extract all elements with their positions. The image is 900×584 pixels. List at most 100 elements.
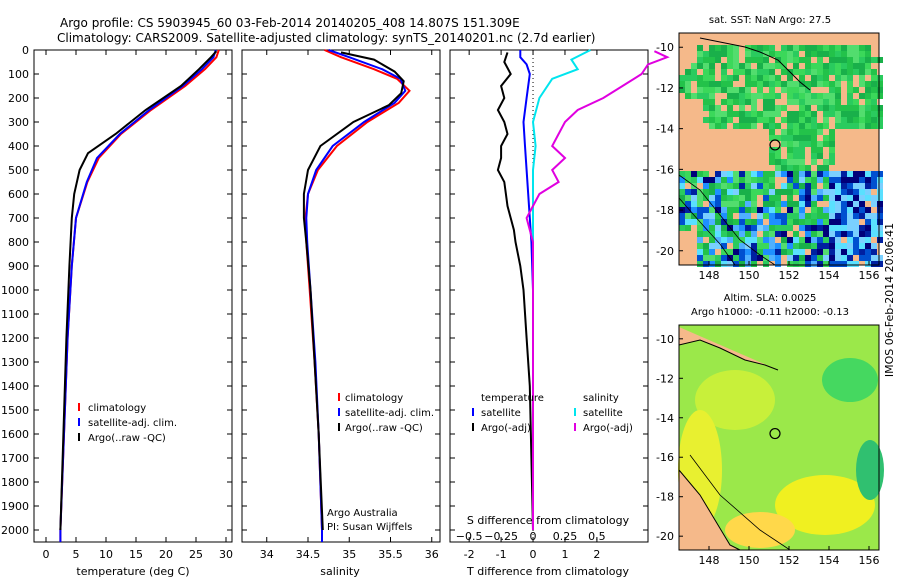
sst-cell [853,225,859,231]
sst-cell [877,255,883,261]
difference-s-axis: −0.5 −0.25 0 0.25 0.5 [456,530,606,543]
sst-cell [697,57,703,63]
sst-cell [733,171,739,177]
map-y-tick-label: -12 [656,372,674,385]
sst-cell [829,141,835,147]
sst-cell [739,183,745,189]
sst-cell [745,195,751,201]
sst-cell [871,219,877,225]
sst-cell [823,237,829,243]
sst-cell [775,207,781,213]
sst-cell [703,171,709,177]
sla-blob [775,475,875,535]
sst-cell [775,225,781,231]
sst-cell [727,177,733,183]
map-y-tick-label: -12 [656,82,674,95]
sst-cell [823,255,829,261]
sst-cell [811,255,817,261]
sst-cell [811,243,817,249]
sst-cell [841,219,847,225]
sst-cell [733,261,739,267]
sst-cell [757,51,763,57]
sst-cell [859,201,865,207]
sst-cell [793,159,799,165]
sst-cell [865,45,871,51]
sst-cell [835,63,841,69]
sst-cell [799,111,805,117]
sla-map-frame [678,324,880,551]
sst-cell [811,69,817,75]
sst-cell [799,189,805,195]
sst-cell [685,213,691,219]
y-tick-label: 1300 [1,356,29,369]
s-tick-label: −0.25 [484,530,518,543]
sst-cell [697,171,703,177]
sst-cell [787,93,793,99]
sst-cell [739,99,745,105]
sst-cell [763,81,769,87]
sst-cell [733,237,739,243]
sst-cell [799,255,805,261]
temperature-legend: climatology satellite-adj. clim. Argo(..… [78,403,177,444]
sst-cell [733,225,739,231]
sst-cell [775,243,781,249]
sst-cell [871,261,877,267]
sst-cell [799,201,805,207]
sst-cell [763,51,769,57]
sst-cell [877,93,883,99]
sst-cell [787,75,793,81]
sst-cell [691,213,697,219]
sst-cell [817,219,823,225]
x-tick-label: -2 [464,548,475,561]
sst-cell [691,75,697,81]
sst-cell [751,75,757,81]
sst-cell [775,249,781,255]
sst-cell [835,123,841,129]
y-tick-label: 1400 [1,380,29,393]
sst-cell [811,141,817,147]
sst-cell [679,219,685,225]
sst-cell [829,159,835,165]
sst-cell [841,207,847,213]
sst-cell [835,225,841,231]
sst-cell [691,69,697,75]
sst-cell [781,213,787,219]
sst-cell [697,195,703,201]
sla-blob [822,358,878,402]
y-tick-label: 500 [8,164,29,177]
sst-cell [691,207,697,213]
sst-cell [757,177,763,183]
x-tick-label: 35 [342,548,356,561]
x-tick-label: 20 [159,548,173,561]
sst-cell [727,195,733,201]
sst-cell [877,225,883,231]
sst-cell [697,75,703,81]
sst-cell [745,99,751,105]
header-line2: Climatology: CARS2009. Satellite-adjuste… [57,31,595,45]
sst-cell [871,183,877,189]
sst-cell [715,111,721,117]
sst-cell [847,177,853,183]
sst-cell [859,231,865,237]
sst-cell [763,189,769,195]
sst-cell [757,45,763,51]
sst-cell [679,171,685,177]
sst-cell [829,87,835,93]
sst-cell [871,213,877,219]
sst-cell [721,195,727,201]
sst-cell [793,45,799,51]
sst-cell [769,153,775,159]
sst-cell [733,243,739,249]
sst-cell [817,261,823,267]
sst-cell [811,111,817,117]
sst-cell [763,63,769,69]
sst-cell [685,207,691,213]
sst-cell [829,225,835,231]
sst-cell [685,87,691,93]
sst-cell [853,177,859,183]
sst-cell [757,111,763,117]
sst-cell [841,171,847,177]
sst-cell [847,75,853,81]
sst-cell [769,87,775,93]
sst-cell [799,87,805,93]
